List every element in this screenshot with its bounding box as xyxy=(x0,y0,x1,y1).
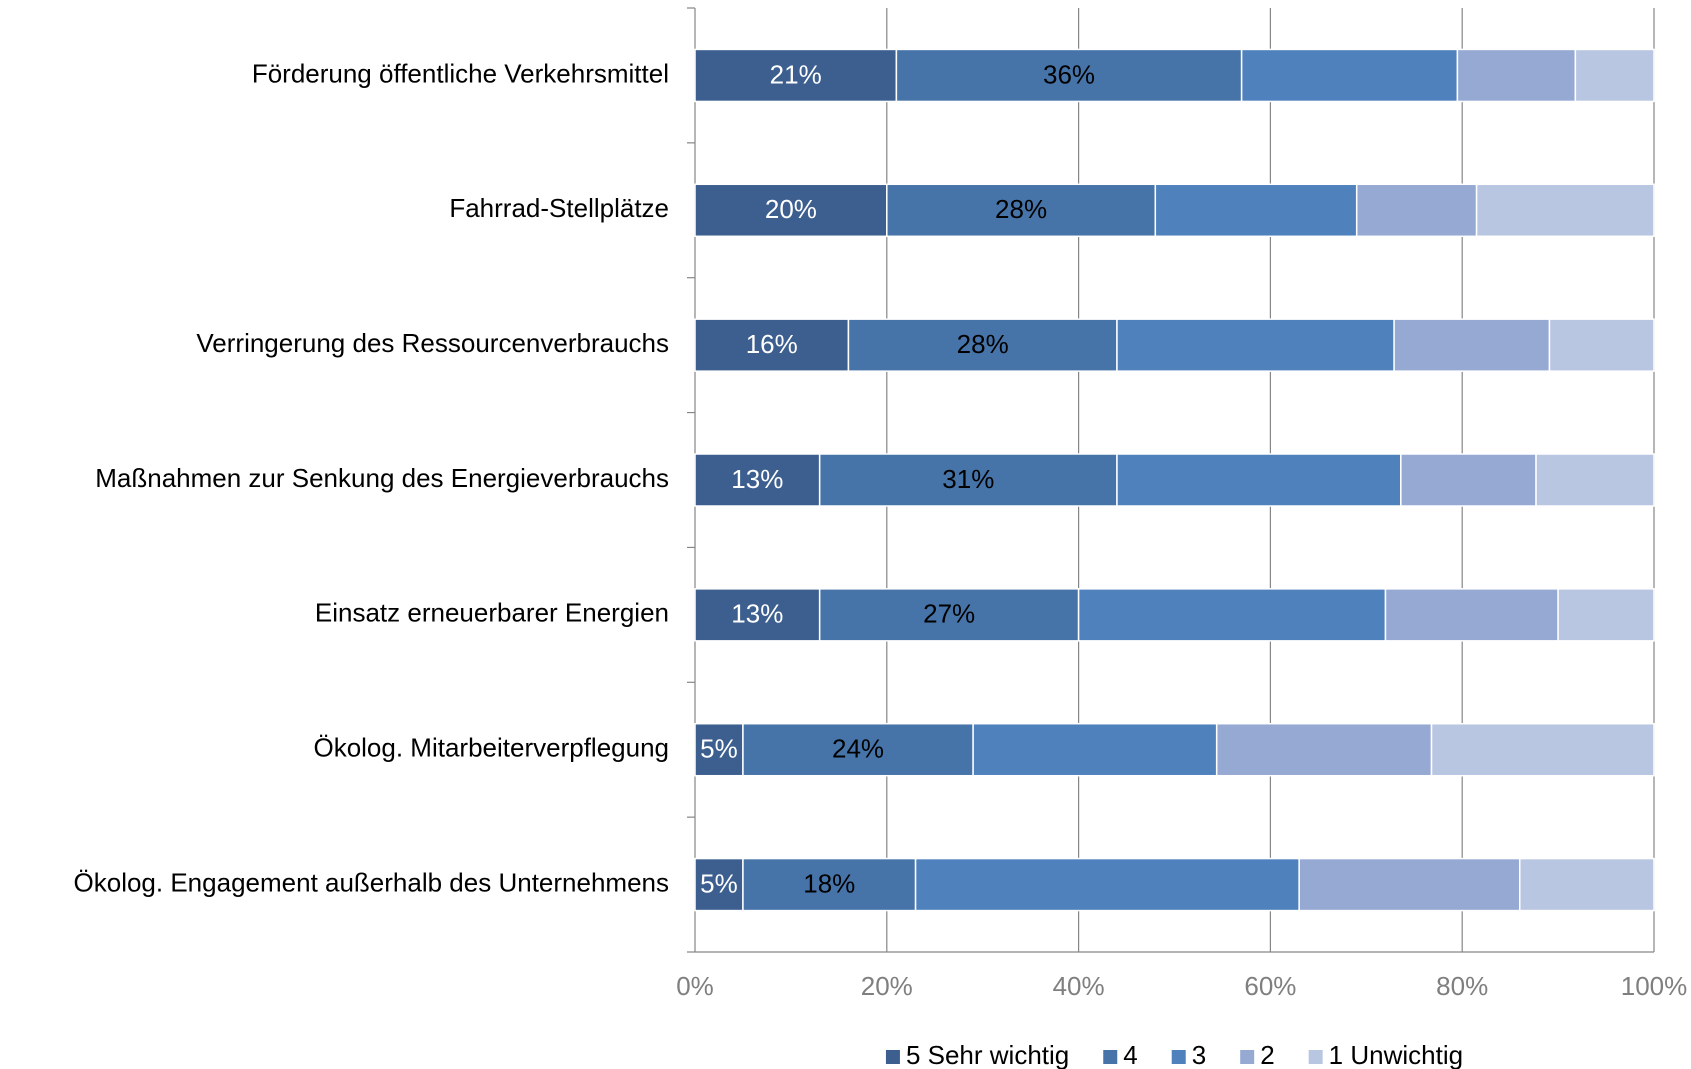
value-label: 24% xyxy=(832,734,884,764)
category-label: Ökolog. Mitarbeiterverpflegung xyxy=(313,733,669,763)
bar-segment xyxy=(1548,318,1655,372)
x-tick-label: 60% xyxy=(1244,971,1296,1001)
x-tick-label: 100% xyxy=(1621,971,1688,1001)
legend-label: 3 xyxy=(1192,1040,1206,1069)
bar-segment xyxy=(818,588,1080,642)
bar-segment xyxy=(1077,588,1387,642)
bar-segment xyxy=(1116,318,1395,372)
legend-label: 5 Sehr wichtig xyxy=(906,1040,1069,1069)
bar-segment xyxy=(1475,183,1655,238)
bar-segment xyxy=(694,588,821,642)
x-tick-label: 40% xyxy=(1053,971,1105,1001)
bar-segment xyxy=(1535,453,1655,507)
x-tick-label: 0% xyxy=(676,971,714,1001)
legend-label: 4 xyxy=(1123,1040,1137,1069)
category-label: Fahrrad-Stellplätze xyxy=(449,193,669,223)
bar-segment xyxy=(742,857,917,912)
category-label: Verringerung des Ressourcenverbrauchs xyxy=(196,328,669,358)
bar-segment xyxy=(1154,183,1358,238)
bar-segment xyxy=(1557,588,1655,642)
legend-label: 2 xyxy=(1260,1040,1274,1069)
bar-segment xyxy=(1298,857,1521,912)
bar-segment xyxy=(694,48,898,103)
legend-swatch xyxy=(1308,1050,1323,1064)
bar-segment xyxy=(694,857,744,912)
value-label: 20% xyxy=(765,194,817,224)
bar-segment xyxy=(1393,318,1551,372)
value-label: 36% xyxy=(1043,59,1095,89)
legend-swatch xyxy=(885,1050,900,1064)
x-tick-label: 80% xyxy=(1436,971,1488,1001)
bar-segment xyxy=(1430,722,1655,777)
bar-segment xyxy=(1240,48,1459,103)
bar-segment xyxy=(1355,183,1478,238)
bar-segment xyxy=(1518,857,1655,912)
bar-segment xyxy=(886,183,1157,238)
category-label: Maßnahmen zur Senkung des Energieverbrau… xyxy=(95,463,669,493)
value-label: 28% xyxy=(957,329,1009,359)
bar-segment xyxy=(818,453,1118,507)
category-label: Einsatz erneuerbarer Energien xyxy=(315,598,669,628)
legend-swatch xyxy=(1103,1050,1118,1064)
bar-segment xyxy=(914,857,1300,912)
legend-label: 1 Unwichtig xyxy=(1329,1040,1463,1069)
bar-segment xyxy=(972,722,1218,777)
category-label: Ökolog. Engagement außerhalb des Unterne… xyxy=(74,867,669,897)
bar-segment xyxy=(694,183,888,238)
legend-swatch xyxy=(1171,1050,1186,1064)
value-label: 5% xyxy=(700,734,738,764)
value-label: 18% xyxy=(803,868,855,898)
bar-segment xyxy=(742,722,974,777)
bar-segment xyxy=(694,453,821,507)
bar-segment xyxy=(1116,453,1402,507)
value-label: 21% xyxy=(770,59,822,89)
bar-segment xyxy=(1574,48,1655,103)
legend-swatch xyxy=(1240,1050,1255,1064)
value-label: 28% xyxy=(995,194,1047,224)
bar-segment xyxy=(694,318,850,372)
value-label: 13% xyxy=(731,464,783,494)
value-label: 13% xyxy=(731,599,783,629)
x-tick-label: 20% xyxy=(861,971,913,1001)
bar-segment xyxy=(694,722,744,777)
bar-segment xyxy=(1400,453,1537,507)
value-label: 5% xyxy=(700,868,738,898)
bar-segment xyxy=(1456,48,1577,103)
bar-segment xyxy=(1215,722,1433,777)
value-label: 16% xyxy=(746,329,798,359)
value-label: 31% xyxy=(942,464,994,494)
bar-segment xyxy=(1384,588,1559,642)
category-label: Förderung öffentliche Verkehrsmittel xyxy=(252,58,669,88)
bar-segment xyxy=(847,318,1118,372)
value-label: 27% xyxy=(923,599,975,629)
